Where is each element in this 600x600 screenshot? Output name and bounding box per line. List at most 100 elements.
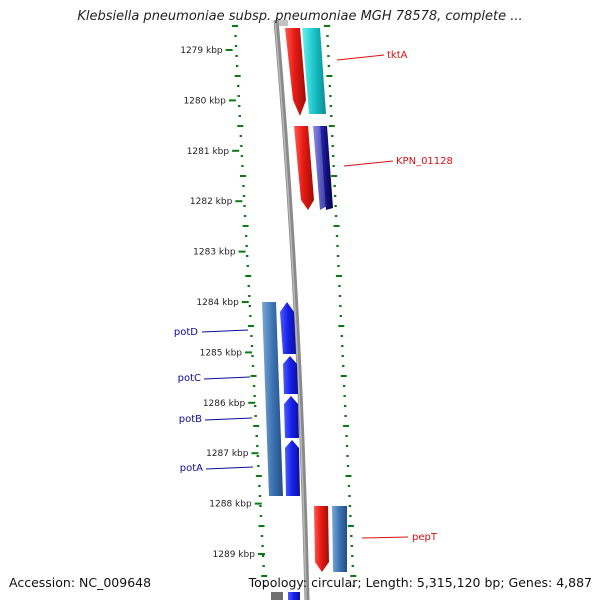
right-boundary-dots: [324, 25, 357, 587]
boundary-dot: [333, 225, 340, 227]
boundary-dot: [324, 25, 330, 27]
ruler-label: 1281 kbp: [187, 147, 230, 157]
gene-label-potA[interactable]: potA: [180, 463, 203, 474]
boundary-dot: [238, 115, 241, 117]
boundary-dot: [329, 105, 333, 107]
boundary-dot: [260, 535, 264, 537]
boundary-dot: [248, 305, 252, 307]
pot-operon[interactable]: [262, 302, 300, 496]
ruler-label: 1284 kbp: [196, 298, 239, 308]
boundary-dot: [340, 375, 347, 377]
boundary-dot: [350, 575, 357, 577]
gene-label-potB[interactable]: potB: [179, 414, 202, 425]
gene-label-tktA[interactable]: tktA: [387, 50, 408, 61]
boundary-dot: [335, 235, 339, 237]
boundary-dot: [326, 75, 333, 77]
boundary-dot: [261, 575, 268, 577]
boundary-dot: [243, 205, 246, 207]
left-boundary-dots: [232, 25, 268, 587]
boundary-dot: [235, 65, 239, 67]
map-title: Klebsiella pneumoniae subsp. pneumoniae …: [77, 9, 523, 24]
boundary-dot: [257, 465, 260, 467]
boundary-dot: [237, 125, 244, 127]
label-leaders: [201, 54, 409, 539]
boundary-dot: [350, 535, 353, 537]
gene-label-pepT[interactable]: pepT: [412, 532, 438, 543]
boundary-dot: [348, 495, 351, 497]
boundary-dot: [253, 405, 257, 407]
boundary-dot: [245, 245, 248, 247]
boundary-dot: [256, 445, 259, 447]
boundary-dot: [245, 255, 249, 257]
boundary-dot: [248, 295, 251, 297]
next-genes-partial: [271, 592, 300, 600]
boundary-dot: [327, 65, 331, 67]
boundary-dot: [334, 205, 337, 207]
boundary-dot: [250, 345, 254, 347]
gene-label-potD[interactable]: potD: [174, 327, 198, 338]
boundary-dot: [239, 135, 243, 137]
boundary-dot: [237, 95, 240, 97]
ruler-label: 1279 kbp: [180, 46, 223, 56]
boundary-dot: [234, 35, 237, 37]
topology-text: Topology: circular; Length: 5,315,120 bp…: [248, 575, 592, 590]
boundary-dot: [254, 415, 257, 417]
boundary-dot: [258, 525, 265, 527]
gene-label-potC[interactable]: potC: [178, 373, 201, 384]
KPN_01128-band-b[interactable]: [320, 126, 333, 210]
boundary-dot: [339, 305, 342, 307]
gene-tktA[interactable]: [285, 28, 326, 116]
KPN_01128-band-a[interactable]: [313, 126, 327, 210]
top-partial: [276, 20, 288, 26]
boundary-dot: [249, 315, 252, 317]
boundary-dot: [346, 465, 350, 467]
boundary-dot: [234, 75, 241, 77]
pot-operon-cds-bar[interactable]: [262, 302, 283, 496]
boundary-dot: [347, 525, 354, 527]
backbone-highlight: [274, 19, 307, 600]
boundary-dot: [332, 165, 335, 167]
boundary-dot: [338, 325, 345, 327]
boundary-dot: [328, 125, 335, 127]
boundary-dot: [232, 25, 238, 27]
boundary-dot: [244, 235, 248, 237]
boundary-dot: [243, 215, 247, 217]
KPN_01128-arrow[interactable]: [294, 126, 314, 210]
boundary-dot: [238, 105, 241, 107]
gene-potB-arrow[interactable]: [284, 396, 299, 438]
gene-KPN_01128[interactable]: [294, 126, 333, 210]
boundary-dot: [343, 425, 350, 427]
pepT-arrow[interactable]: [314, 506, 329, 572]
boundary-dot: [258, 485, 261, 487]
boundary-dot: [262, 565, 265, 567]
boundary-dot: [250, 375, 257, 377]
boundary-dot: [255, 475, 262, 477]
tktA-arrow[interactable]: [285, 28, 306, 116]
boundary-dot: [348, 505, 352, 507]
gene-label-KPN_01128[interactable]: KPN_01128: [396, 156, 453, 167]
boundary-dot: [326, 45, 330, 47]
boundary-dot: [252, 385, 256, 387]
ruler-label: 1282 kbp: [190, 197, 233, 207]
boundary-dot: [250, 335, 253, 337]
boundary-dot: [329, 95, 332, 97]
gene-potA-arrow[interactable]: [285, 440, 300, 496]
ruler-label: 1286 kbp: [203, 399, 246, 409]
boundary-dot: [242, 195, 246, 197]
boundary-dot: [336, 245, 339, 247]
gene-pepT[interactable]: [314, 506, 347, 572]
boundary-dot: [334, 215, 338, 217]
pepT-cds-bar[interactable]: [332, 506, 347, 572]
boundary-dot: [333, 195, 337, 197]
boundary-dot: [336, 255, 340, 257]
boundary-dot: [350, 545, 354, 547]
tktA-cds-bar[interactable]: [302, 28, 326, 114]
boundary-dot: [339, 315, 343, 317]
gene-potC-arrow[interactable]: [283, 356, 298, 394]
boundary-dot: [342, 365, 345, 367]
gene-potD-arrow[interactable]: [280, 302, 296, 354]
boundary-dot: [251, 355, 254, 357]
boundary-dot: [330, 115, 333, 117]
boundary-dot: [236, 85, 240, 87]
